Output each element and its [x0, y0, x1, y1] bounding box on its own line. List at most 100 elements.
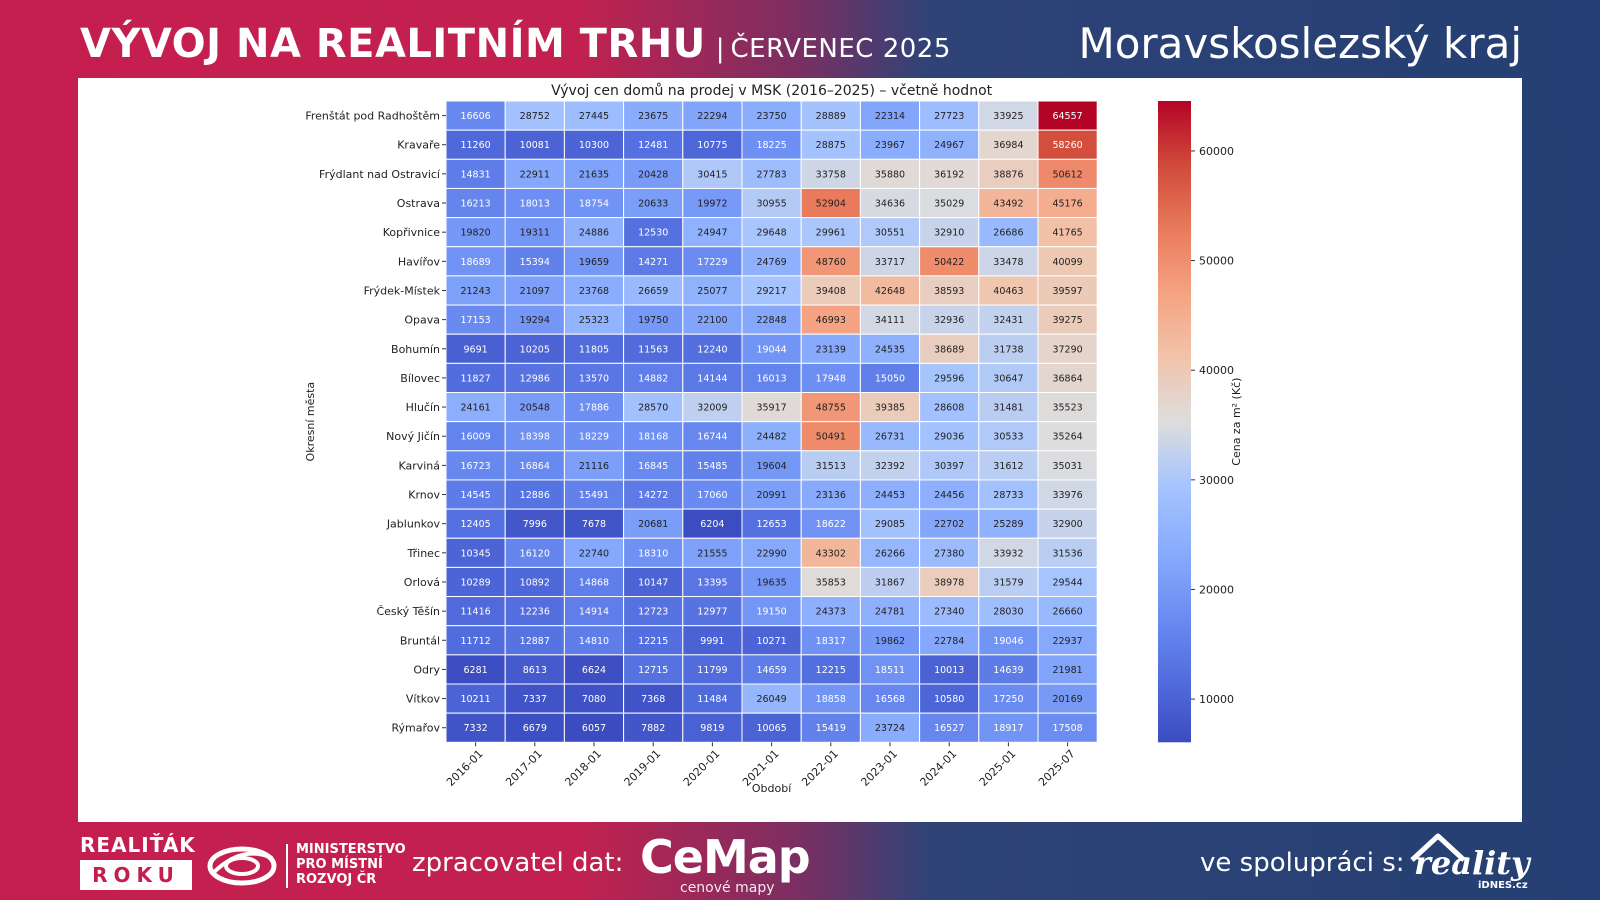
ministry-emblem-icon [207, 846, 277, 886]
partner-label: ve spolupráci s: [1200, 848, 1405, 878]
colorbar-tick-label: 40000 [1199, 364, 1234, 377]
cell-value-label: 17250 [993, 694, 1023, 705]
ministry-logo: MINISTERSTVO PRO MÍSTNÍ ROZVOJ ČR [206, 840, 406, 890]
x-tick-label: 2025-01 [977, 747, 1019, 789]
cell-value-label: 17060 [697, 490, 727, 501]
heatmap-cell [1037, 654, 1098, 685]
cell-value-label: 38978 [934, 577, 964, 588]
cell-value-label: 17948 [816, 373, 846, 384]
heatmap-cell [859, 537, 921, 568]
y-tick-label: Třinec [407, 547, 440, 560]
cell-value-label: 10892 [520, 577, 550, 588]
ministry-line3: ROZVOJ ČR [296, 872, 377, 887]
cell-value-label: 31612 [993, 461, 1023, 472]
x-tick-label: 2024-01 [918, 747, 960, 789]
cell-value-label: 11799 [697, 665, 727, 676]
cell-value-label: 7368 [641, 694, 665, 705]
heatmap-cell [623, 246, 684, 277]
x-tick-label: 2023-01 [858, 747, 900, 789]
cell-value-label: 32936 [934, 315, 964, 326]
cell-value-label: 26686 [993, 228, 1023, 239]
cell-value-label: 48755 [816, 403, 846, 414]
cell-value-label: 40099 [1052, 257, 1082, 268]
cell-value-label: 24373 [816, 607, 846, 618]
heatmap-cell [919, 129, 980, 160]
heatmap-cell [978, 129, 1039, 160]
cell-value-label: 26049 [756, 694, 786, 705]
cell-value-label: 19820 [460, 228, 490, 239]
heatmap-cell [859, 421, 921, 452]
cell-value-label: 10211 [460, 694, 490, 705]
cell-value-label: 25289 [993, 519, 1023, 530]
heatmap-cell [741, 275, 802, 306]
cell-value-label: 36192 [934, 169, 964, 180]
heatmap-cell [800, 508, 861, 539]
cell-value-label: 12481 [638, 140, 668, 151]
cell-value-label: 16009 [460, 432, 490, 443]
cell-value-label: 14639 [993, 665, 1023, 676]
cell-value-label: 33478 [993, 257, 1023, 268]
cell-value-label: 15050 [875, 373, 905, 384]
cell-value-label: 15419 [816, 723, 846, 734]
heatmap-cell [741, 304, 802, 335]
cell-value-label: 7678 [582, 519, 606, 530]
heatmap-cell [859, 392, 921, 423]
cell-value-label: 28875 [816, 140, 846, 151]
cell-value-label: 7882 [641, 723, 665, 734]
heatmap-cell [445, 217, 506, 248]
cell-value-label: 35880 [875, 169, 905, 180]
heatmap-cell [919, 187, 980, 219]
heatmap-cell [682, 217, 743, 248]
cell-value-label: 17886 [579, 403, 609, 414]
heatmap-cell [859, 333, 921, 364]
reality-idnes-logo: reality iDNES.cz [1408, 830, 1530, 894]
heatmap-cell [1037, 421, 1098, 452]
cell-value-label: 19750 [638, 315, 668, 326]
cell-value-label: 14868 [579, 577, 609, 588]
report-date: ČERVENEC 2025 [730, 34, 951, 64]
y-tick-label: Nový Jičín [386, 430, 440, 443]
cell-value-label: 21116 [579, 461, 609, 472]
cell-value-label: 18310 [638, 548, 668, 559]
cell-value-label: 27380 [934, 548, 964, 559]
cell-value-label: 26660 [1052, 607, 1082, 618]
y-tick-label: Havířov [398, 255, 441, 268]
heatmap-cell [978, 275, 1039, 306]
heatmap-cell [978, 596, 1039, 627]
heatmap-cell [1037, 537, 1098, 568]
cell-value-label: 37290 [1052, 344, 1082, 355]
cell-value-label: 20633 [638, 199, 668, 210]
heatmap-cell [504, 304, 565, 335]
heatmap-cell [1037, 304, 1098, 335]
colorbar-tick-label: 50000 [1199, 255, 1234, 268]
cell-value-label: 30647 [993, 373, 1023, 384]
cell-value-label: 18622 [816, 519, 846, 530]
heatmap-cell [800, 304, 861, 335]
cell-value-label: 16845 [638, 461, 668, 472]
heatmap-cell [919, 246, 980, 277]
heatmap-cell [741, 712, 802, 743]
cell-value-label: 10580 [934, 694, 964, 705]
cell-value-label: 11712 [460, 636, 490, 647]
realitak-roku-logo: REALIŤÁK ROKU [80, 834, 195, 894]
heatmap-cell [859, 625, 921, 656]
heatmap-cell [623, 304, 684, 335]
cell-value-label: 14659 [756, 665, 786, 676]
cell-value-label: 28608 [934, 403, 964, 414]
heatmap-cell [563, 712, 625, 743]
cell-value-label: 22937 [1052, 636, 1082, 647]
heatmap-cell [504, 683, 565, 714]
heatmap-cell [978, 625, 1039, 656]
cell-value-label: 24482 [756, 432, 786, 443]
colorbar-tick-label: 30000 [1199, 474, 1234, 487]
cell-value-label: 29961 [816, 228, 846, 239]
heatmap-cell [504, 566, 565, 598]
cell-value-label: 30955 [756, 199, 786, 210]
cell-value-label: 16527 [934, 723, 964, 734]
heatmap-cell [741, 421, 802, 452]
heatmap-cell [563, 187, 625, 219]
heatmap-cell [800, 654, 861, 685]
cell-value-label: 52904 [816, 199, 846, 210]
cell-value-label: 24456 [934, 490, 964, 501]
cell-value-label: 19604 [756, 461, 786, 472]
